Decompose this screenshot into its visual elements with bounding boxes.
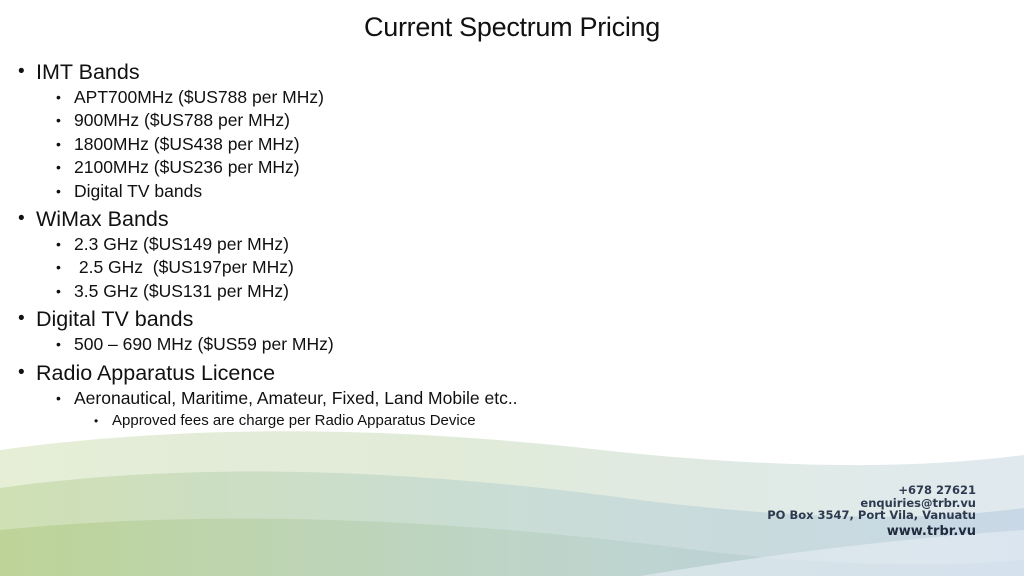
list-item: Aeronautical, Maritime, Amateur, Fixed, … [56,387,838,411]
section-heading-radio-apparatus: Radio Apparatus Licence [18,359,838,387]
list-item: 500 – 690 MHz ($US59 per MHz) [56,333,838,357]
contact-website: www.trbr.vu [886,523,976,539]
sub-list-item: Approved fees are charge per Radio Appar… [94,410,838,432]
list-item: 900MHz ($US788 per MHz) [56,109,838,133]
contact-block: +678 27621 enquiries@trbr.vu PO Box 3547… [767,484,976,538]
list-item: 1800MHz ($US438 per MHz) [56,133,838,157]
section-heading-wimax: WiMax Bands [18,205,838,233]
list-item: Digital TV bands [56,180,838,204]
section-heading-digital-tv: Digital TV bands [18,305,838,333]
slide-title: Current Spectrum Pricing [364,12,660,42]
list-item: APT700MHz ($US788 per MHz) [56,86,838,110]
bullet-list: IMT Bands APT700MHz ($US788 per MHz) 900… [18,56,838,432]
contact-email: enquiries@trbr.vu [860,495,976,510]
list-item: 3.5 GHz ($US131 per MHz) [56,280,838,304]
list-item: 2.3 GHz ($US149 per MHz) [56,233,838,257]
section-heading-imt: IMT Bands [18,58,838,86]
list-item: 2.5 GHz ($US197per MHz) [56,256,838,280]
contact-address: PO Box 3547, Port Vila, Vanuatu [767,508,976,522]
list-item: 2100MHz ($US236 per MHz) [56,156,838,180]
contact-phone: +678 27621 [898,483,976,497]
